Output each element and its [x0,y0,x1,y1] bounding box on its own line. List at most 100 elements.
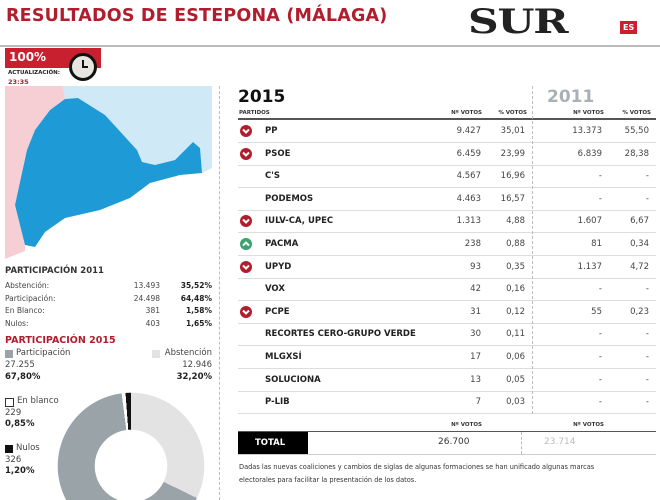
total-votes-2011-label: Nº VOTOS [573,422,604,428]
trend-down-icon [240,305,252,318]
sur-logo[interactable]: SUR [468,2,569,42]
participation-2011-label: Participación: [5,293,56,303]
participation-donut-chart [0,380,220,500]
total-2011: 23.714 [544,437,576,447]
table-row: IULV-CA, UPEC 1.313 4,88 1.607 6,67 [238,210,656,234]
update-label: ACTUALIZACIÓN: [8,70,60,76]
map-region-pink [5,86,65,259]
participation-2011-pct: 64,48% [180,293,212,303]
trend-down-icon [240,215,252,228]
pct-2011: 55,50 [624,126,649,136]
participation-2011-label: En Blanco: [5,306,45,316]
null-value: 326 [5,455,22,465]
pct-2015: 0,12 [506,306,525,317]
votes-2011: 13.373 [572,126,602,136]
pct-2015: 0,11 [506,329,525,340]
pct-2015: 0,16 [506,284,525,295]
participation-2011-label: Nulos: [5,319,29,329]
party-name: C'S [265,171,280,182]
party-name: PODEMOS [265,193,314,204]
votes-2011: 1.137 [577,261,602,272]
pct-2015: 0,06 [506,352,525,362]
participation-pct: 67,80% [5,372,41,382]
party-name: P-LIB [265,397,290,408]
party-name: SOLUCIONA [265,374,321,385]
null-pct: 1,20% [5,466,35,476]
pct-2011: 0,23 [630,306,649,317]
trend-down-icon [240,125,252,137]
pct-2011: - [645,329,649,340]
total-label: TOTAL [238,432,308,454]
donut-slice-null [0,380,220,500]
col-pct-2015: % VOTOS [498,110,527,116]
party-name: PCPE [265,306,290,317]
party-name: IULV-CA, UPEC [265,216,334,227]
page-title: RESULTADOS DE ESTEPONA (MÁLAGA) [6,6,388,26]
pct-2011: - [645,193,649,204]
total-votes-2015-label: Nº VOTOS [451,422,482,428]
votes-2011: 6.839 [577,148,602,159]
pct-2011: - [645,397,649,408]
table-row: UPYD 93 0,35 1.137 4,72 [238,256,656,279]
votes-2011: - [598,352,602,362]
pct-2011: - [645,374,649,385]
blank-pct: 0,85% [5,419,35,429]
votes-2011: - [598,193,602,204]
total-2015: 26.700 [438,437,470,447]
pct-2011: 28,38 [624,148,649,159]
votes-2011: - [598,397,602,408]
votes-2011: - [598,329,602,340]
total-row: TOTAL 26.700 23.714 [238,431,656,455]
pct-2011: 0,34 [630,239,649,249]
pct-2011: - [645,171,649,182]
abstention-label: Abstención [164,348,212,358]
participation-2011-pct: 1,65% [185,319,212,329]
participation-2011-value: 24.498 [133,293,160,303]
participation-2011-title: PARTICIPACIÓN 2011 [5,266,104,276]
pct-2011: 4,72 [630,261,649,272]
pct-2015: 0,05 [506,374,525,385]
votes-2015: 42 [470,284,481,295]
participation-2011-value: 403 [145,319,160,329]
pct-2015: 0,88 [506,239,525,249]
abstention-legend-swatch [152,350,160,358]
pct-2015: 0,03 [506,397,525,408]
votes-2015: 7 [475,397,481,408]
abstention-pct: 32,20% [176,372,212,382]
party-name: PACMA [265,239,299,249]
participation-2011-value: 13.493 [133,281,160,290]
null-label: Nulos [16,443,40,453]
footnote-line-1: Dadas las nuevas coaliciones y cambios d… [239,463,595,471]
table-row: SOLUCIONA 13 0,05 - - [238,369,656,392]
clock-icon [69,53,97,81]
abstention-value: 12.946 [182,360,212,370]
col-party: PARTIDOS [239,110,270,116]
party-name: PP [265,126,278,136]
participation-2011-pct: 1,58% [185,306,212,316]
table-row: MLGXSÍ 17 0,06 - - [238,346,656,369]
pct-2015: 16,57 [500,193,525,204]
trend-down-icon [240,147,252,160]
col-pct-2011: % VOTOS [622,110,651,116]
participation-2011-value: 381 [145,306,160,316]
party-name: MLGXSÍ [265,352,302,362]
year-2015-heading: 2015 [238,87,286,107]
col-votes-2015: Nº VOTOS [451,110,482,116]
table-row: RECORTES CERO-GRUPO VERDE 30 0,11 - - [238,323,656,347]
pct-2011: - [645,284,649,295]
party-name: PSOE [265,148,291,159]
votes-2015: 4.567 [456,171,481,182]
participation-2011-label: Abstención: [5,281,50,290]
votes-2015: 238 [464,239,481,249]
blank-legend-swatch [5,398,14,407]
votes-2011: - [598,284,602,295]
pct-2015: 23,99 [500,148,525,159]
pct-2011: - [645,352,649,362]
votes-2015: 9.427 [456,126,481,136]
votes-2015: 6.459 [456,148,481,159]
party-name: UPYD [265,261,292,272]
table-row: PCPE 31 0,12 55 0,23 [238,301,656,324]
table-row: PACMA 238 0,88 81 0,34 [238,233,656,256]
participation-value: 27.255 [5,360,35,370]
table-row: C'S 4.567 16,96 - - [238,165,656,189]
